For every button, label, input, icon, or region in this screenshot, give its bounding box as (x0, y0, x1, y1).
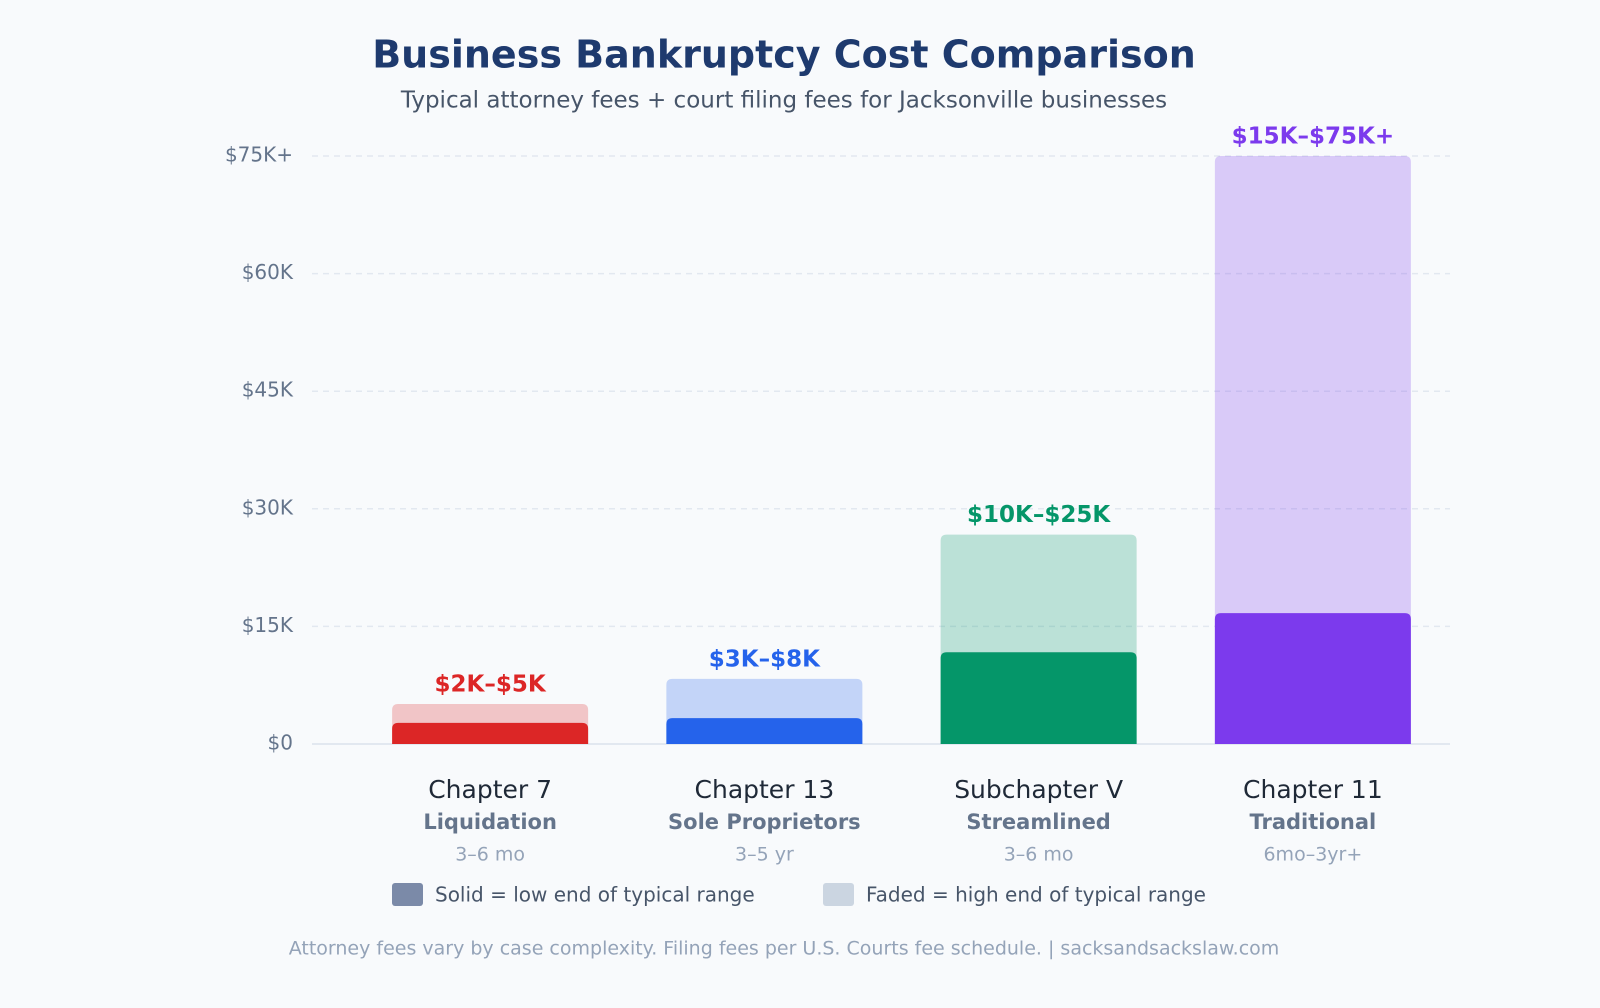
y-tick-label: $15K (242, 613, 294, 637)
category-subtitle: Traditional (1249, 810, 1376, 834)
chart-subtitle: Typical attorney fees + court filing fee… (400, 88, 1167, 114)
bar-low (1214, 613, 1411, 744)
bar-high (1214, 156, 1411, 744)
footnote: Attorney fees vary by case complexity. F… (289, 938, 1280, 960)
category-subtitle: Sole Proprietors (668, 810, 861, 834)
legend-label: Faded = high end of typical range (866, 883, 1206, 907)
chart-title: Business Bankruptcy Cost Comparison (372, 33, 1196, 77)
range-label: $15K–$75K+ (1232, 124, 1394, 150)
bar-low (666, 718, 863, 744)
legend-swatch (392, 883, 423, 906)
range-label: $2K–$5K (435, 672, 547, 698)
x-tick-label: Chapter 7 (428, 775, 552, 804)
y-tick-label: $30K (242, 495, 294, 519)
x-tick-label: Chapter 13 (695, 775, 835, 804)
y-tick-label: $0 (268, 731, 293, 755)
range-label: $10K–$25K (967, 502, 1111, 528)
duration: 3–6 mo (1004, 844, 1074, 866)
duration: 6mo–3yr+ (1263, 844, 1362, 866)
legend-swatch (823, 883, 854, 906)
bar-low (392, 722, 589, 744)
bar-low (940, 652, 1137, 744)
legend-label: Solid = low end of typical range (435, 883, 755, 907)
y-tick-label: $45K (242, 378, 294, 402)
y-tick-label: $60K (242, 260, 294, 284)
y-tick-label: $75K+ (225, 143, 293, 167)
category-subtitle: Streamlined (966, 810, 1110, 834)
range-label: $3K–$8K (709, 646, 821, 672)
x-tick-label: Subchapter V (954, 775, 1123, 804)
category-subtitle: Liquidation (423, 810, 557, 834)
duration: 3–6 mo (455, 844, 525, 866)
duration: 3–5 yr (735, 844, 794, 866)
x-tick-label: Chapter 11 (1243, 775, 1383, 804)
